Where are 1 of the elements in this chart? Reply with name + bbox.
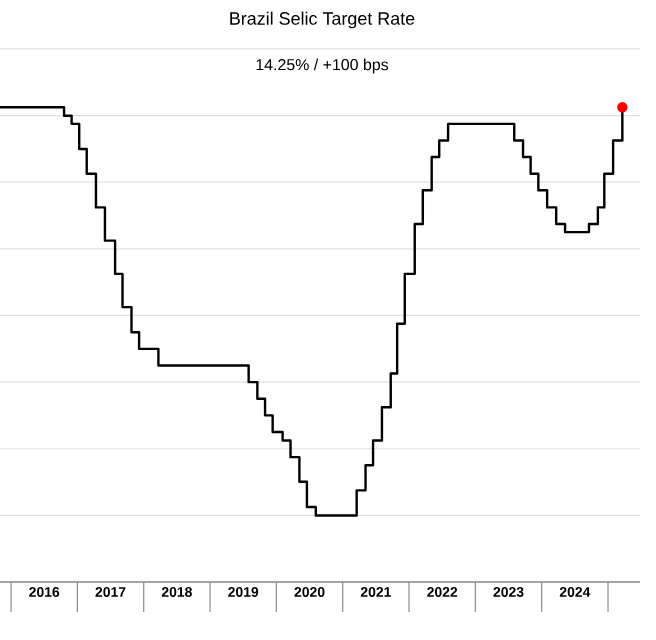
chart-title: Brazil Selic Target Rate <box>230 11 415 29</box>
